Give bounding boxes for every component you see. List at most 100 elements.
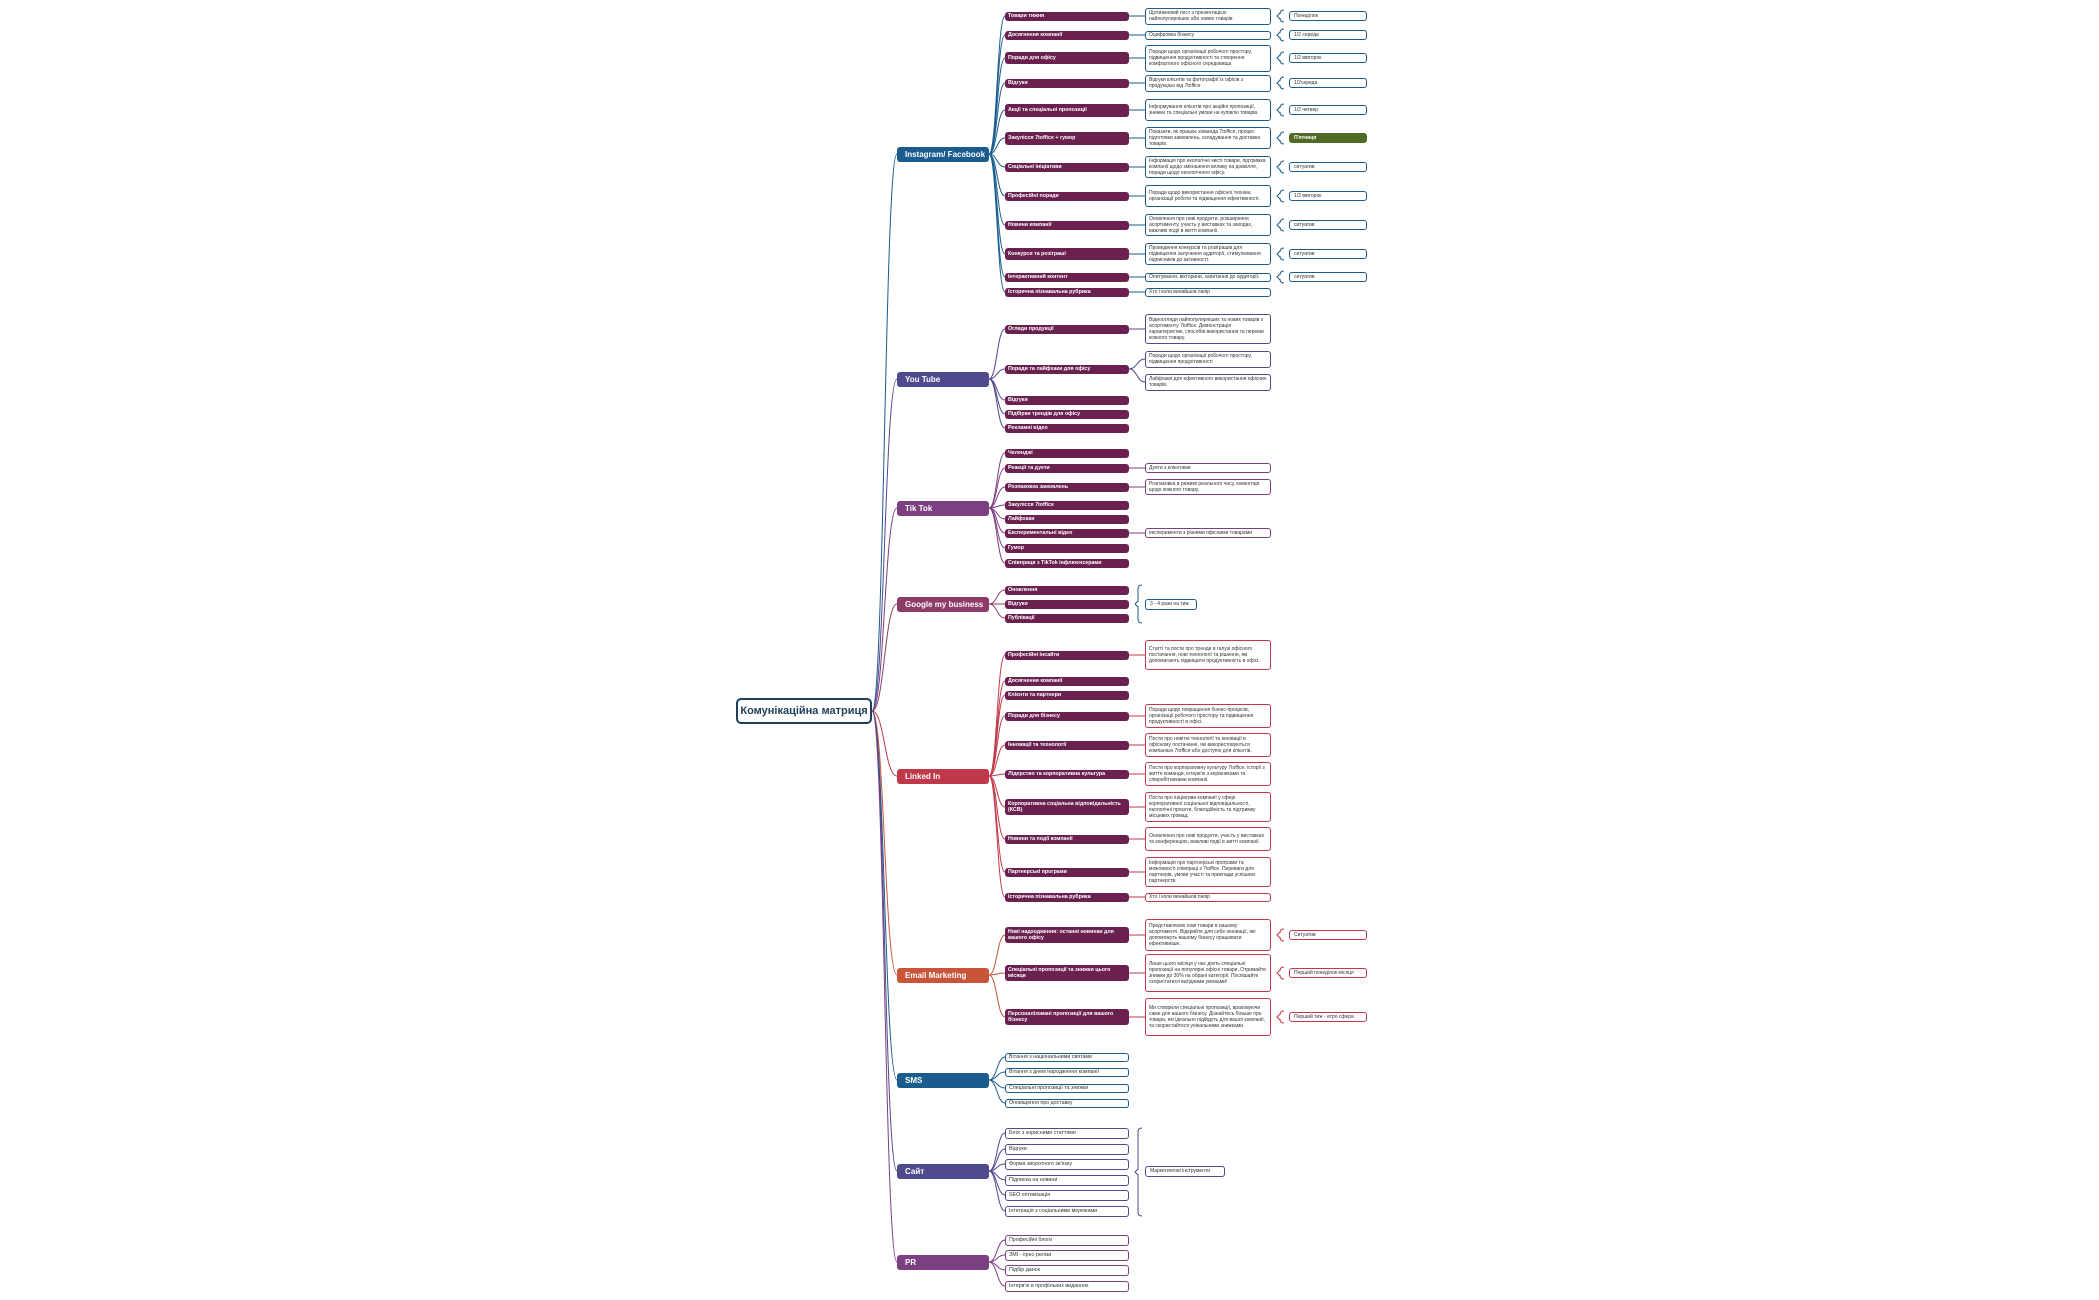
root-node[interactable]: Комунікаційна матриця <box>736 698 872 724</box>
connector <box>988 715 1006 777</box>
frequency-badge: Перший тиж - етро сфера <box>1289 1012 1367 1022</box>
topic-description: Інформація про екологічні чисті товари, … <box>1145 156 1271 178</box>
channel-pr[interactable]: PR <box>897 1254 989 1270</box>
topic-item[interactable]: Відгуки <box>1005 78 1129 88</box>
topic-item[interactable]: Вітання з днем народження компанії <box>1005 1067 1129 1077</box>
topic-item[interactable]: Професійні поради <box>1005 191 1129 201</box>
group-description: Маркетингові інструменти <box>1145 1165 1225 1177</box>
connector <box>988 467 1006 509</box>
frequency-badge: Понеділок <box>1289 11 1367 21</box>
connector <box>988 934 1006 976</box>
topic-item[interactable]: Огляди продукції <box>1005 324 1129 334</box>
topic-item[interactable]: Поради та лайфхаки для офісу <box>1005 364 1129 374</box>
topic-item[interactable]: Інтеграція з соціальними мережами <box>1005 1205 1129 1217</box>
topic-item[interactable]: Закулісся 7toffice <box>1005 500 1129 510</box>
channel-tiktok[interactable]: Tik Tok <box>897 500 989 516</box>
topic-description: Дуети з клієнтами <box>1145 463 1271 473</box>
topic-item[interactable]: Лайфхаки <box>1005 514 1129 524</box>
connector <box>988 654 1006 777</box>
topic-item[interactable]: Співпраця з TikTok інфлюенсерами <box>1005 558 1129 568</box>
topic-item[interactable]: Історична пізнавальна рубрика <box>1005 892 1129 902</box>
connector <box>871 378 898 712</box>
topic-item[interactable]: Публікації <box>1005 613 1129 623</box>
topic-item[interactable]: Партнерські програми <box>1005 867 1129 877</box>
topic-description: Оновлення про нові продукти, участь у ви… <box>1145 827 1271 851</box>
topic-item[interactable]: Клієнти та партнери <box>1005 690 1129 700</box>
topic-item[interactable]: Оновлення <box>1005 585 1129 595</box>
channel-google[interactable]: Google my business <box>897 596 989 612</box>
topic-item[interactable]: Реакції та дуети <box>1005 463 1129 473</box>
topic-item[interactable]: Гумор <box>1005 543 1129 553</box>
frequency-badge: ситуатив <box>1289 162 1367 172</box>
connector <box>988 1079 1006 1104</box>
brace <box>1276 247 1285 261</box>
topic-item[interactable]: Акції та спеціальні пропозиції <box>1005 103 1129 117</box>
connector <box>871 710 898 1081</box>
topic-description: Пости про корпоративну культуру 7toffice… <box>1145 762 1271 786</box>
topic-item[interactable]: Нові надходження: останні новинки для ва… <box>1005 927 1129 943</box>
topic-item[interactable]: Поради для офісу <box>1005 52 1129 64</box>
channel-site[interactable]: Сайт <box>897 1163 989 1179</box>
topic-item[interactable]: Новини компанії <box>1005 220 1129 230</box>
topic-item[interactable]: Розпаковка замовлень <box>1005 482 1129 492</box>
connector <box>988 368 1006 380</box>
topic-item[interactable]: Оповіщення про доставку <box>1005 1098 1129 1108</box>
connector <box>988 57 1006 155</box>
topic-description: Оцифровка бізнесу <box>1145 30 1271 40</box>
frequency-badge: 1/2середа <box>1289 78 1367 88</box>
frequency-badge: Перший понеділок місяця <box>1289 968 1367 978</box>
topic-item[interactable]: Персоналізовані пропозиції для вашого бі… <box>1005 1009 1129 1025</box>
topic-item[interactable]: Корпоративна соціальна відповідальність … <box>1005 799 1129 815</box>
channel-email[interactable]: Email Marketing <box>897 967 989 983</box>
topic-item[interactable]: Відгуки <box>1005 599 1129 609</box>
topic-item[interactable]: Професійні інсайти <box>1005 650 1129 660</box>
connector <box>988 153 1006 255</box>
topic-item[interactable]: Товари тижня <box>1005 11 1129 21</box>
topic-item[interactable]: Досягнення компанії <box>1005 676 1129 686</box>
topic-item[interactable]: Соціальні ініціативи <box>1005 162 1129 172</box>
topic-description: Статті та пости про тренди в галузі офіс… <box>1145 640 1271 670</box>
channel-linkedin[interactable]: Linked In <box>897 768 989 784</box>
topic-item[interactable]: Інтерв'ю в профільних виданнях <box>1005 1280 1129 1292</box>
topic-item[interactable]: Підбірки трендів для офісу <box>1005 409 1129 419</box>
topic-item[interactable]: Відгуки <box>1005 395 1129 405</box>
connector <box>988 744 1006 777</box>
topic-item[interactable]: SEO оптимізація <box>1005 1189 1129 1201</box>
topic-item[interactable]: Новини та події компанії <box>1005 834 1129 844</box>
connector <box>871 710 898 976</box>
topic-item[interactable]: Підписка на новини <box>1005 1174 1129 1186</box>
topic-item[interactable]: Поради для бізнесу <box>1005 711 1129 721</box>
topic-item[interactable]: Рекламні відео <box>1005 423 1129 433</box>
topic-item[interactable]: Блог з корисними статтями <box>1005 1127 1129 1139</box>
brace <box>1276 966 1285 980</box>
topic-item[interactable]: Експериментальні відео <box>1005 528 1129 538</box>
topic-item[interactable]: Відгуки <box>1005 1143 1129 1155</box>
topic-item[interactable]: Інтерактивний контент <box>1005 272 1129 282</box>
brace <box>1276 9 1285 23</box>
topic-description: Відеоогляди найпопулярніших та нових тов… <box>1145 314 1271 344</box>
channel-sms[interactable]: SMS <box>897 1072 989 1088</box>
brace <box>1276 928 1285 942</box>
topic-item[interactable]: Спеціальні пропозиції та знижки <box>1005 1083 1129 1093</box>
topic-item[interactable]: Конкурси та розіграші <box>1005 248 1129 260</box>
connector <box>988 603 1006 619</box>
topic-item[interactable]: Досягнення компанії <box>1005 30 1129 40</box>
topic-item[interactable]: Лідерство та корпоративна культура <box>1005 769 1129 779</box>
topic-item[interactable]: Вітання з національними святами <box>1005 1052 1129 1062</box>
channel-youtube[interactable]: You Tube <box>897 371 989 387</box>
topic-item[interactable]: Підбір данок <box>1005 1264 1129 1276</box>
topic-item[interactable]: Форма зворотного зв'язку <box>1005 1158 1129 1170</box>
connector <box>988 694 1006 777</box>
frequency-badge: П'ятниця <box>1289 133 1367 143</box>
topic-item[interactable]: Історична пізнавальна рубрика <box>1005 287 1129 297</box>
channel-instagram[interactable]: Instagram/ Facebook <box>897 146 989 162</box>
topic-item[interactable]: Інновації та технології <box>1005 740 1129 750</box>
brace <box>1134 584 1143 624</box>
topic-item[interactable]: Спеціальні пропозиції та знижки цього мі… <box>1005 965 1129 981</box>
topic-item[interactable]: ЗМІ - прес-релізи <box>1005 1249 1129 1261</box>
connector <box>988 378 1006 429</box>
topic-item[interactable]: Закулісся 7toffice + гумор <box>1005 131 1129 145</box>
topic-item[interactable]: Професійні блоги <box>1005 1234 1129 1246</box>
topic-item[interactable]: Челенджі <box>1005 448 1129 458</box>
topic-description: Хто і коли винайшов папір <box>1145 892 1271 902</box>
